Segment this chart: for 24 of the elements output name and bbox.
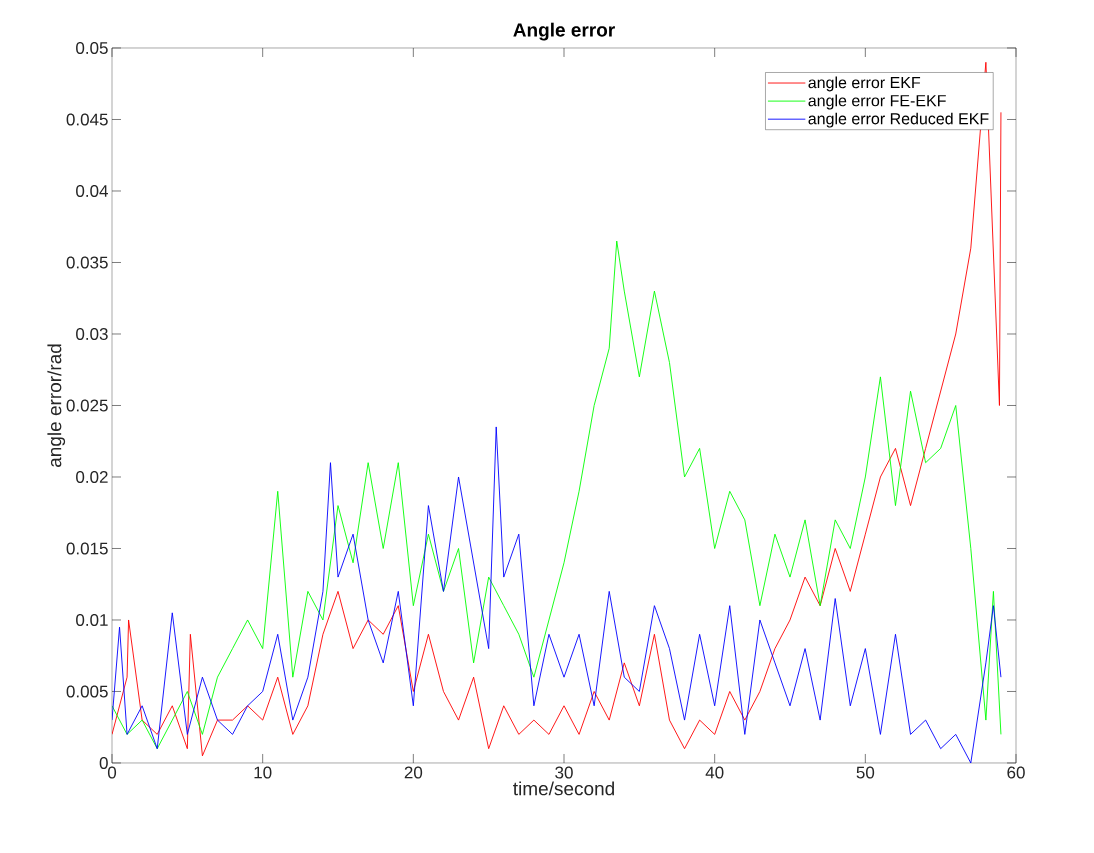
y-tick-label: 0.005: [66, 685, 108, 698]
y-tick-label: 0.025: [66, 399, 108, 412]
x-tick-label: 10: [254, 766, 272, 779]
x-tick-label: 30: [555, 766, 573, 779]
x-tick-label: 60: [1007, 766, 1025, 779]
x-tick-label: 20: [404, 766, 423, 779]
y-tick-label: 0.01: [76, 613, 108, 627]
x-axis-title: time/second: [513, 781, 614, 796]
y-tick-label: 0.035: [66, 256, 108, 269]
y-tick-label: 0: [99, 756, 108, 770]
chart-title: Angle error: [513, 22, 615, 41]
y-tick-label: 0.02: [76, 470, 108, 484]
y-tick-label: 0.045: [66, 113, 108, 126]
legend-label: angle error EKF: [808, 76, 921, 92]
y-axis-title: angle error/rad: [47, 344, 66, 467]
y-tick-label: 0.015: [66, 542, 108, 555]
y-tick-label: 0.03: [76, 327, 108, 341]
x-tick-label: 40: [705, 766, 724, 779]
x-tick-label: 50: [856, 766, 875, 779]
x-tick-label: 0: [107, 766, 117, 779]
legend-label: angle error Reduced EKF: [808, 112, 989, 128]
y-tick-label: 0.04: [76, 184, 108, 198]
legend-label: angle error FE-EKF: [808, 94, 946, 110]
y-tick-label: 0.05: [76, 41, 108, 55]
